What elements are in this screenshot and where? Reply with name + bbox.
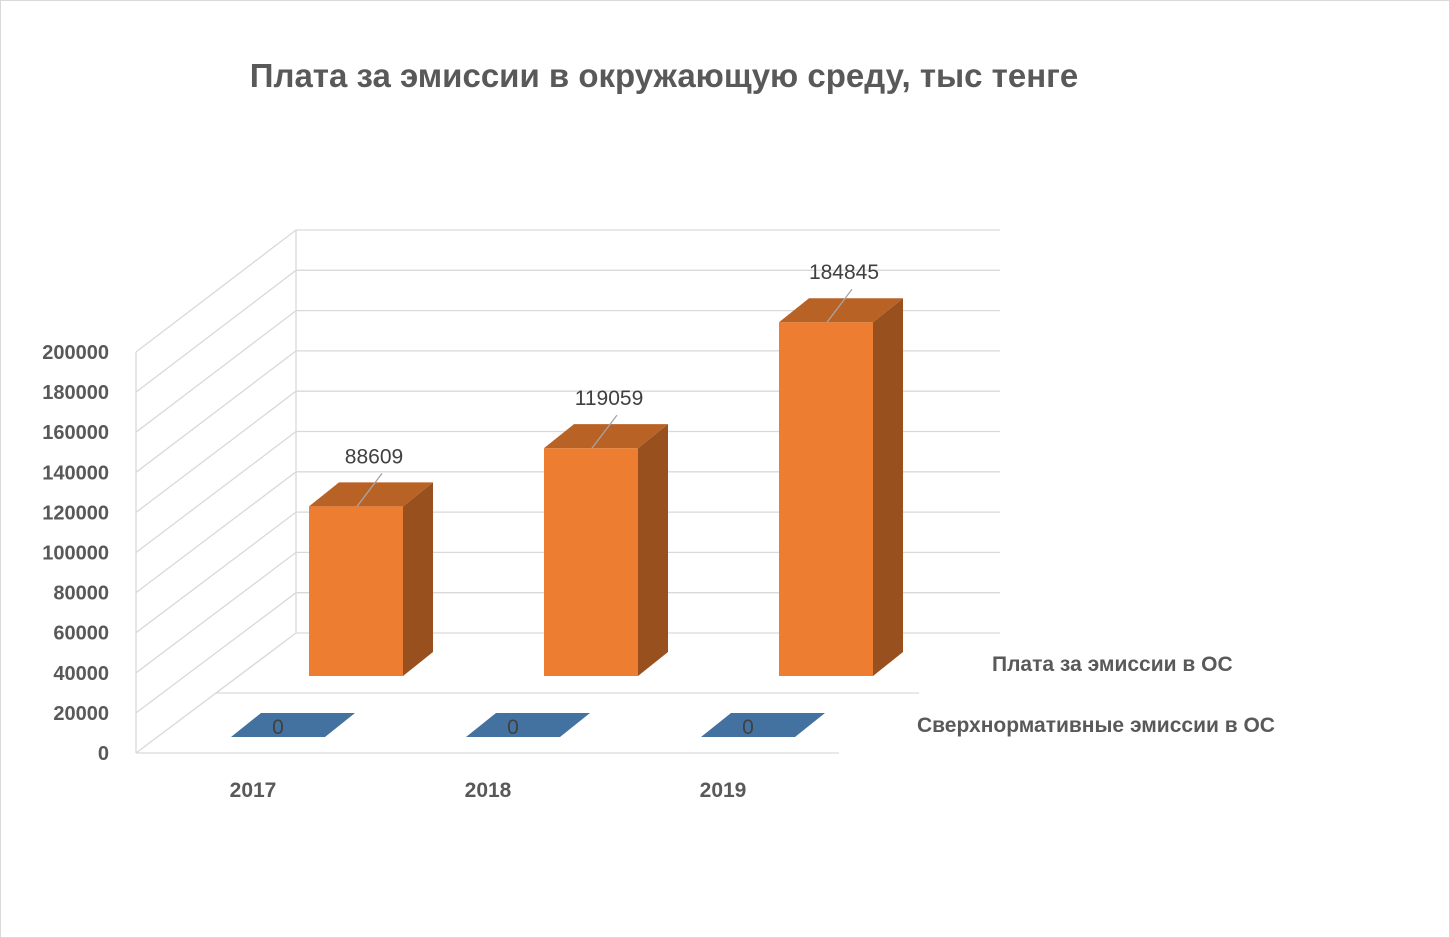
series-labels: Плата за эмиссии в ОС Сверхнормативные эм…	[917, 653, 1275, 737]
y-tick-label: 80000	[53, 583, 109, 605]
x-category-label: 2018	[465, 779, 512, 802]
y-tick-label: 180000	[42, 382, 109, 404]
bar-front-2019	[779, 322, 873, 676]
y-axis-ticks: 0 20000 40000 60000 80000 100000 120000 140000 1…	[42, 342, 109, 765]
bar-side-2017	[403, 482, 433, 676]
x-axis-categories: 2017 2018 2019	[230, 779, 747, 802]
y-tick-label: 140000	[42, 462, 109, 484]
bar-front-2018	[544, 448, 638, 676]
data-label-leader	[826, 288, 853, 323]
y-tick-label: 40000	[53, 663, 109, 685]
bar-top-2019-sverkh	[701, 713, 825, 737]
bar-side-2018	[638, 424, 668, 676]
y-tick-label: 60000	[53, 623, 109, 645]
bar-top-2017-sverkh	[231, 713, 355, 737]
chart-title: Плата за эмиссии в окружающую среду, тыс…	[250, 57, 1078, 94]
bar-top-2017	[309, 482, 433, 507]
data-label: 0	[272, 716, 284, 739]
bar-top-2018	[544, 424, 668, 449]
data-label: 88609	[345, 445, 403, 468]
y-tick-label: 0	[98, 743, 109, 765]
bar-front-2017	[309, 506, 403, 676]
bars	[231, 298, 903, 737]
series-label-sverkh: Сверхнормативные эмиссии в ОС	[917, 714, 1275, 737]
gridlines	[135, 229, 1000, 754]
data-label: 0	[507, 716, 519, 739]
x-category-label: 2019	[700, 779, 747, 802]
data-label-leader	[591, 414, 618, 449]
y-tick-label: 200000	[42, 342, 109, 364]
x-category-label: 2017	[230, 779, 277, 802]
data-label-leader	[356, 473, 383, 507]
data-label: 0	[742, 716, 754, 739]
y-tick-label: 160000	[42, 422, 109, 444]
y-tick-label: 100000	[42, 543, 109, 565]
data-label: 119059	[575, 387, 644, 410]
y-tick-label: 120000	[42, 502, 109, 524]
y-tick-label: 20000	[53, 703, 109, 725]
bar-side-2019	[873, 298, 903, 676]
data-label: 184845	[809, 261, 879, 284]
bar-top-2018-sverkh	[466, 713, 590, 737]
data-labels: 0 0 0 88609 119059 184845	[272, 261, 879, 739]
bar-top-2019	[779, 298, 903, 323]
series-label-plata: Плата за эмиссии в ОС	[992, 653, 1233, 676]
